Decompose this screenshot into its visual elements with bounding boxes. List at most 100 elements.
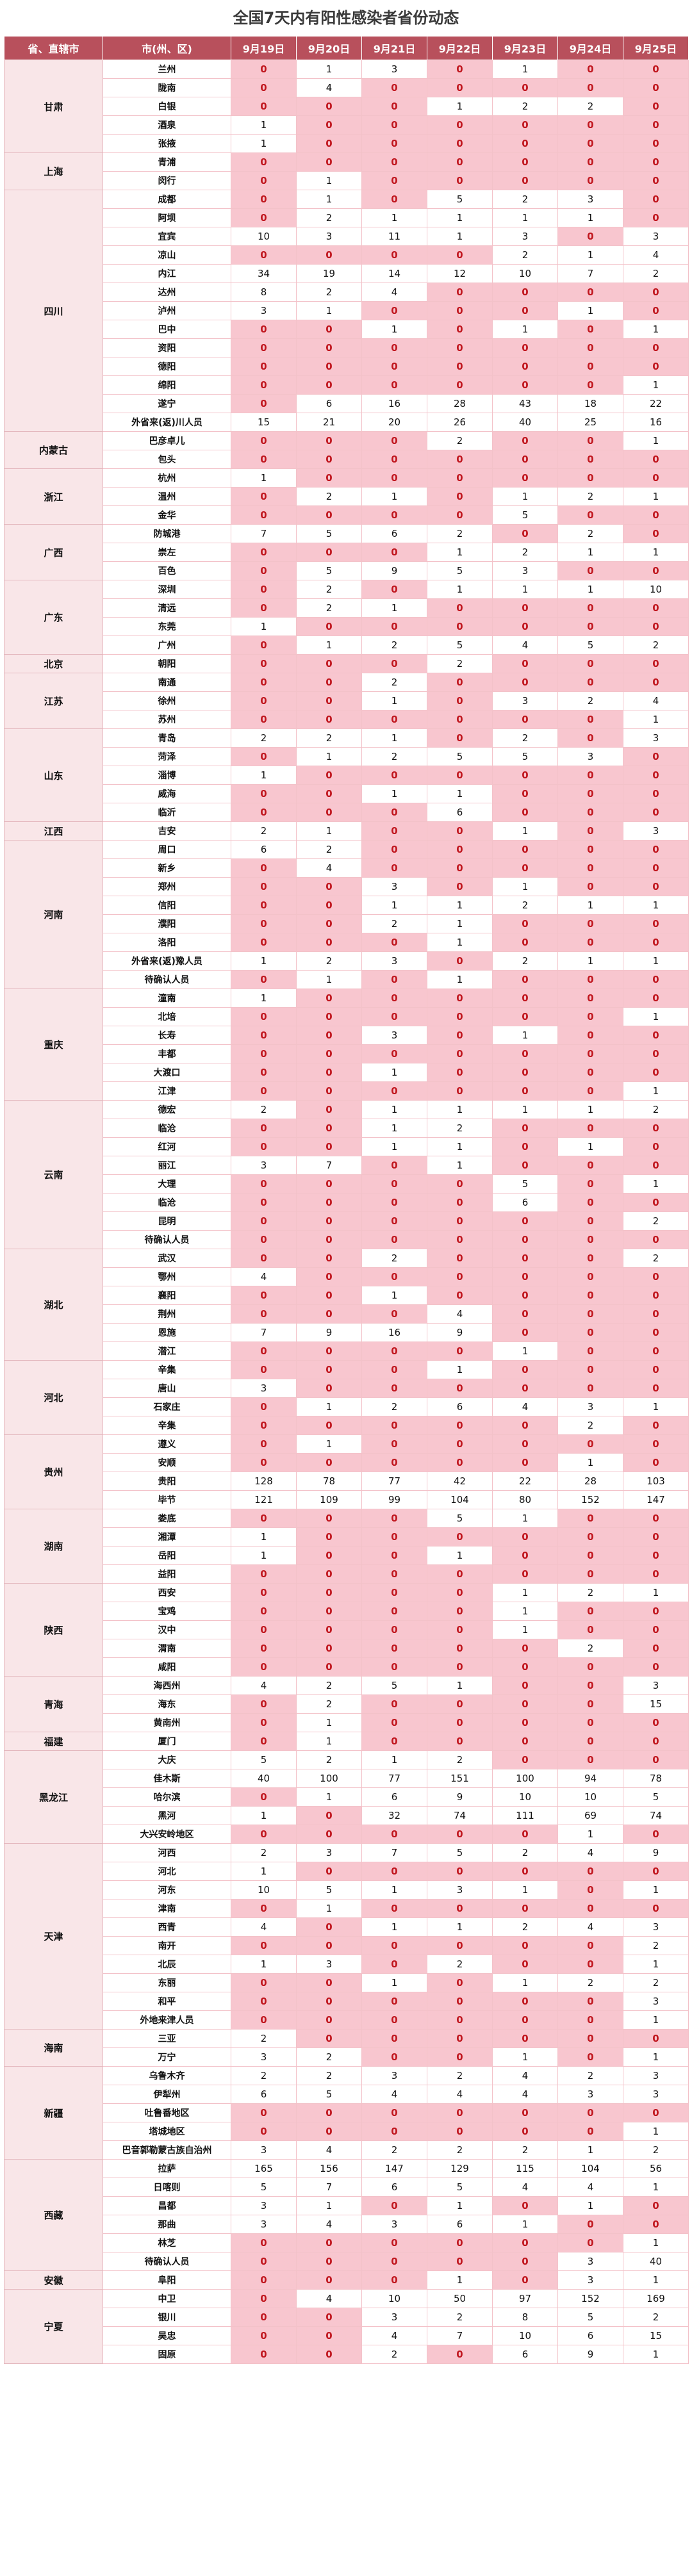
value-cell: 0 (623, 598, 689, 618)
table-row: 哈尔滨 0 1 6 9 10 10 5 (4, 1787, 689, 1807)
value-cell: 0 (231, 1044, 297, 1063)
value-cell: 0 (623, 171, 689, 190)
value-cell: 0 (361, 1992, 427, 2011)
table-row: 湘潭 1 0 0 0 0 0 0 (4, 1527, 689, 1546)
value-cell: 1 (623, 431, 689, 450)
province-cell: 山东 (4, 728, 103, 822)
value-cell: 0 (231, 1657, 297, 1677)
value-cell: 0 (361, 1453, 427, 1472)
city-cell: 菏泽 (103, 747, 231, 766)
value-cell: 0 (557, 1211, 623, 1231)
value-cell: 0 (623, 1509, 689, 1528)
value-cell: 6 (231, 2085, 297, 2104)
city-cell: 待确认人员 (103, 970, 231, 989)
value-cell: 0 (427, 245, 493, 265)
value-cell: 10 (557, 1787, 623, 1807)
value-cell: 0 (557, 803, 623, 822)
value-cell: 0 (231, 1397, 297, 1416)
table-row: 金华 0 0 0 0 5 0 0 (4, 505, 689, 525)
value-cell: 2 (492, 1843, 558, 1862)
value-cell: 1 (361, 728, 427, 748)
table-row: 黄南州 0 1 0 0 0 0 0 (4, 1713, 689, 1732)
value-cell: 0 (492, 970, 558, 989)
city-cell: 包头 (103, 450, 231, 469)
value-cell: 6 (557, 2326, 623, 2345)
province-cell: 湖北 (4, 1249, 103, 1361)
value-cell: 10 (492, 264, 558, 283)
value-cell: 0 (557, 320, 623, 339)
value-cell: 1 (623, 2178, 689, 2197)
value-cell: 0 (492, 1546, 558, 1565)
value-cell: 0 (361, 1379, 427, 1398)
value-cell: 3 (557, 1397, 623, 1416)
value-cell: 4 (231, 1267, 297, 1286)
table-row: 大渡口 0 0 1 0 0 0 0 (4, 1063, 689, 1082)
value-cell: 0 (557, 338, 623, 357)
value-cell: 7 (427, 2326, 493, 2345)
value-cell: 0 (492, 1286, 558, 1305)
value-cell: 2 (427, 1750, 493, 1769)
value-cell: 0 (296, 505, 362, 525)
value-cell: 1 (492, 1509, 558, 1528)
value-cell: 5 (492, 505, 558, 525)
value-cell: 0 (623, 1713, 689, 1732)
value-cell: 1 (492, 487, 558, 506)
value-cell: 1 (623, 2047, 689, 2067)
value-cell: 0 (623, 1546, 689, 1565)
value-cell: 0 (231, 636, 297, 655)
table-row: 鄂州 4 0 0 0 0 0 0 (4, 1267, 689, 1286)
value-cell: 1 (231, 134, 297, 153)
value-cell: 2 (296, 580, 362, 599)
value-cell: 0 (427, 1044, 493, 1063)
city-cell: 外地来津人员 (103, 2010, 231, 2030)
value-cell: 0 (557, 1509, 623, 1528)
value-cell: 0 (557, 914, 623, 933)
value-cell: 0 (427, 1416, 493, 1435)
value-cell: 40 (492, 413, 558, 432)
value-cell: 0 (492, 1081, 558, 1101)
table-row: 洛阳 0 0 0 1 0 0 0 (4, 933, 689, 952)
value-cell: 0 (557, 1230, 623, 1249)
value-cell: 0 (492, 1564, 558, 1584)
table-row: 贵州 遵义 0 1 0 0 0 0 0 (4, 1434, 689, 1509)
value-cell: 0 (361, 1156, 427, 1175)
value-cell: 2 (427, 2308, 493, 2327)
value-cell: 4 (623, 691, 689, 710)
value-cell: 0 (296, 1546, 362, 1565)
value-cell: 0 (427, 1620, 493, 1639)
value-cell: 0 (427, 1249, 493, 1268)
city-cell: 塔城地区 (103, 2122, 231, 2141)
city-cell: 东丽 (103, 1973, 231, 1992)
city-cell: 南开 (103, 1936, 231, 1955)
value-cell: 0 (296, 2103, 362, 2122)
value-cell: 1 (492, 1583, 558, 1602)
value-cell: 0 (492, 784, 558, 803)
city-cell: 海东 (103, 1694, 231, 1714)
value-cell: 0 (361, 970, 427, 989)
value-cell: 0 (492, 1230, 558, 1249)
value-cell: 0 (623, 877, 689, 896)
value-cell: 0 (492, 2010, 558, 2030)
value-cell: 0 (427, 1007, 493, 1026)
value-cell: 0 (492, 524, 558, 543)
value-cell: 2 (492, 951, 558, 971)
value-cell: 0 (557, 152, 623, 172)
value-cell: 1 (231, 951, 297, 971)
value-cell: 0 (231, 2289, 297, 2308)
value-cell: 7 (361, 1843, 427, 1862)
value-cell: 5 (427, 1509, 493, 1528)
value-cell: 2 (361, 1249, 427, 1268)
value-cell: 5 (427, 636, 493, 655)
value-cell: 1 (427, 896, 493, 915)
value-cell: 0 (361, 1434, 427, 1454)
value-cell: 6 (361, 524, 427, 543)
table-row: 大理 0 0 0 0 5 0 1 (4, 1174, 689, 1194)
value-cell: 1 (557, 245, 623, 265)
value-cell: 0 (296, 1119, 362, 1138)
table-row: 陕西 西安 0 0 0 0 1 2 1 (4, 1583, 689, 1677)
value-cell: 4 (231, 1917, 297, 1937)
province-cell: 内蒙古 (4, 431, 103, 469)
value-cell: 2 (557, 1416, 623, 1435)
value-cell: 0 (296, 1249, 362, 1268)
value-cell: 0 (492, 338, 558, 357)
